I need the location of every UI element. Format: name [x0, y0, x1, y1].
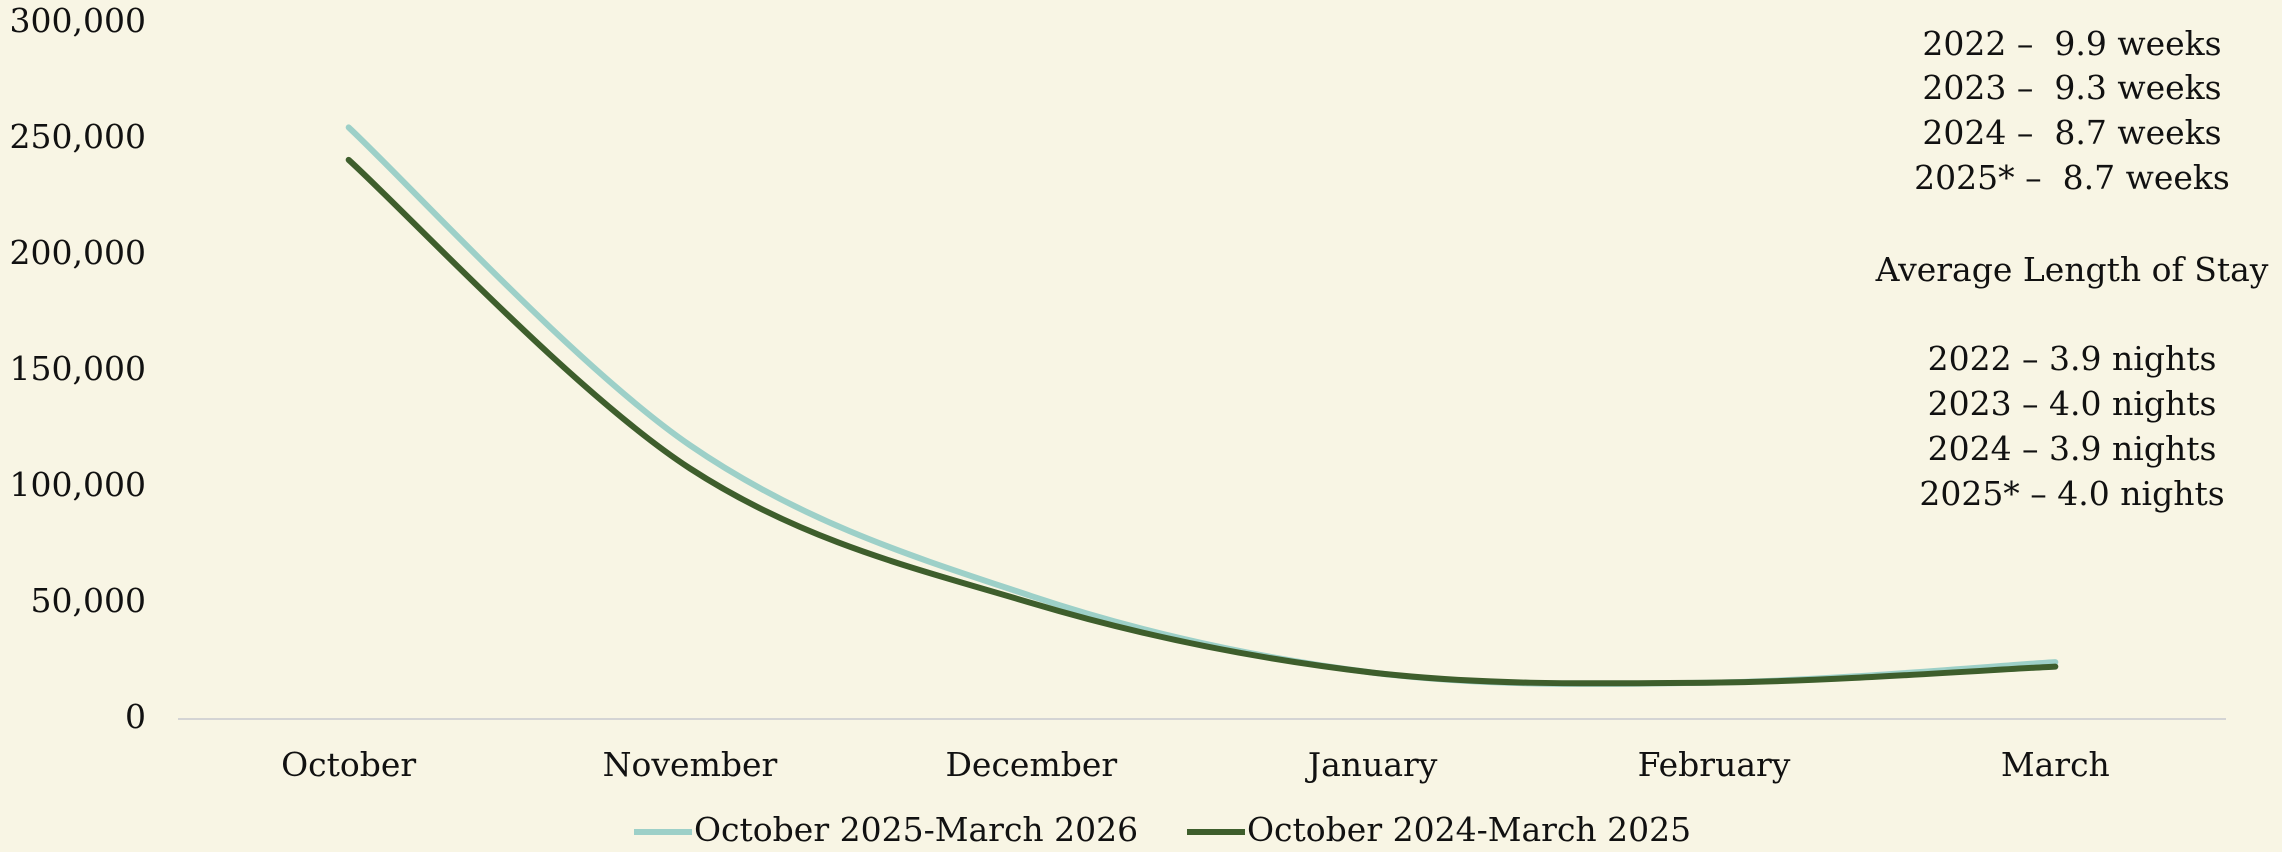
x-tick-label: February — [1638, 745, 1791, 784]
y-tick-label: 150,000 — [10, 349, 146, 388]
x-tick-label: December — [945, 745, 1117, 784]
y-tick-label: 0 — [125, 697, 146, 736]
legend-label: October 2024-March 2025 — [1247, 810, 1691, 849]
x-tick-label: March — [2001, 745, 2110, 784]
annotation: 2022 – 3.9 nights — [1928, 339, 2217, 378]
x-tick-label: November — [603, 745, 778, 784]
annotation: 2023 – 9.3 weeks — [1922, 68, 2221, 107]
annotation: 2024 – 8.7 weeks — [1922, 113, 2221, 152]
y-tick-label: 50,000 — [31, 581, 146, 620]
y-tick-label: 300,000 — [10, 1, 146, 40]
annotation: 2023 – 4.0 nights — [1928, 384, 2217, 423]
annotation: 2025* – 4.0 nights — [1919, 474, 2224, 513]
y-tick-label: 250,000 — [10, 117, 146, 156]
annotation: 2025* – 8.7 weeks — [1914, 158, 2230, 197]
annotation: 2022 – 9.9 weeks — [1922, 24, 2221, 63]
x-tick-label: October — [281, 745, 416, 784]
y-tick-label: 200,000 — [10, 233, 146, 272]
y-tick-label: 100,000 — [10, 465, 146, 504]
legend-label: October 2025-March 2026 — [694, 810, 1138, 849]
line-series — [345, 156, 2059, 687]
annotation: 2024 – 3.9 nights — [1928, 429, 2217, 468]
x-tick-label: January — [1305, 745, 1438, 784]
annotation: Average Length of Stay — [1875, 250, 2269, 289]
